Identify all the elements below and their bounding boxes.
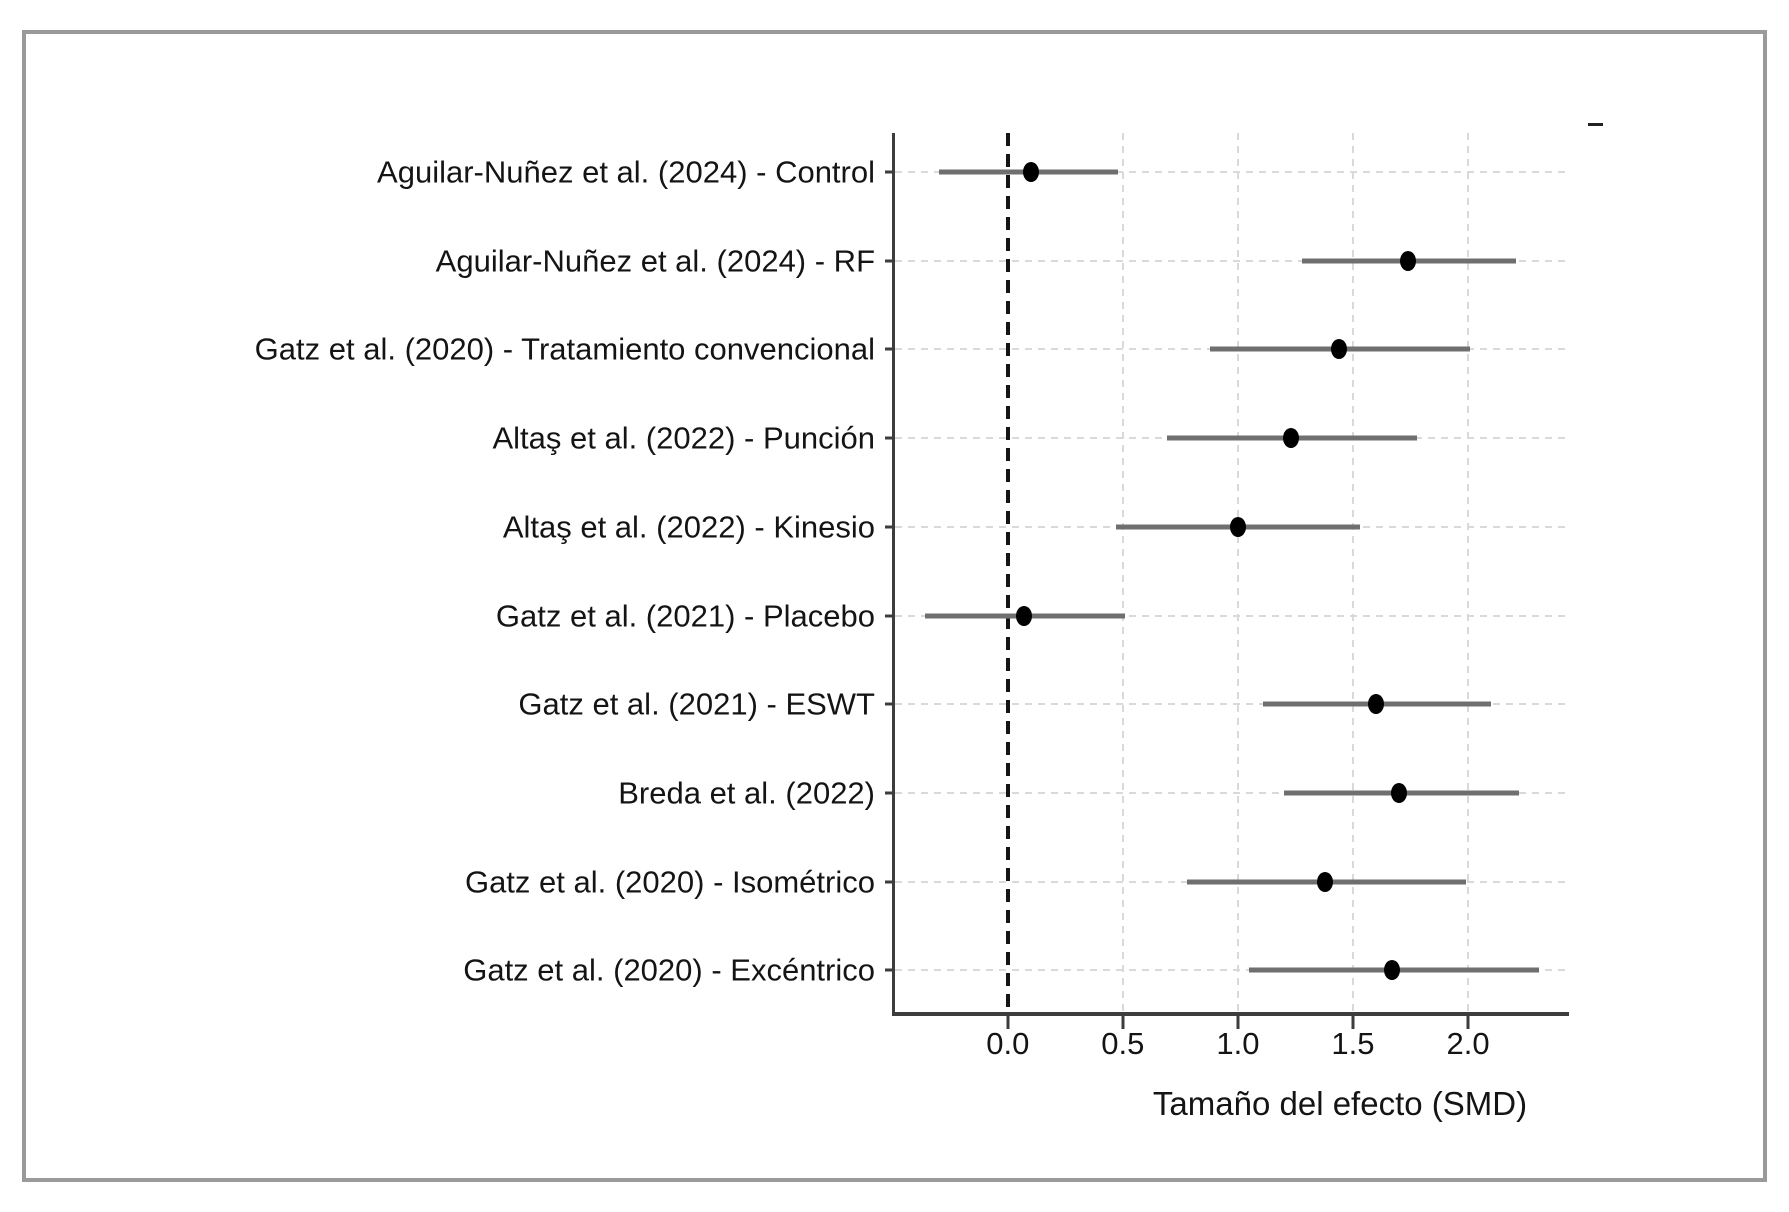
effect-size-dot [1229,516,1246,537]
row-gridline [895,791,1567,794]
study-label: Aguilar-Nuñez et al. (2024) - Control [377,154,875,190]
y-axis-tick [885,259,895,263]
study-label: Gatz et al. (2020) - Excéntrico [463,952,875,988]
row-gridline [895,614,1567,617]
row-gridline [895,703,1567,706]
study-label: Gatz et al. (2020) - Isométrico [464,864,875,900]
effect-size-dot [1022,162,1039,182]
y-axis-tick [885,347,895,351]
x-axis-tick [1351,1016,1355,1029]
study-label: Gatz et al. (2021) - ESWT [518,686,875,722]
x-tick-label: 0.5 [1101,1026,1145,1061]
y-axis-tick [885,880,895,884]
vertical-gridline [1236,133,1239,1012]
y-axis-tick [885,614,895,617]
study-label: Breda et al. (2022) [618,775,875,811]
x-axis-tick [1466,1016,1470,1029]
effect-size-dot [1384,960,1401,981]
study-label: Altaş et al. (2022) - Kinesio [502,509,875,545]
zero-reference-line [1005,133,1010,1012]
effect-size-dot [1391,782,1407,803]
study-label: Gatz et al. (2020) - Tratamiento convenc… [254,331,875,367]
y-axis-line [892,133,895,1012]
row-gridline [895,171,1567,173]
x-axis-line [892,1012,1569,1016]
vertical-gridline [1121,133,1124,1012]
x-axis-tick [1236,1016,1240,1029]
x-tick-label: 1.5 [1331,1026,1375,1061]
effect-size-dot [1400,250,1417,271]
effect-size-dot [1331,339,1348,360]
stray-mark [1588,123,1603,126]
effect-size-dot [1367,694,1384,715]
effect-size-dot [1015,605,1032,626]
y-axis-tick [885,170,895,174]
vertical-gridline [1467,133,1470,1012]
row-gridline [895,259,1567,262]
x-tick-label: 2.0 [1446,1026,1490,1061]
study-label: Gatz et al. (2021) - Placebo [495,598,875,633]
x-axis-title: Tamaño del efecto (SMD) [1152,1085,1528,1122]
y-axis-tick [885,436,895,440]
y-axis-tick [885,791,895,795]
effect-size-dot [1317,871,1334,892]
study-label: Altaş et al. (2022) - Punción [492,420,875,456]
x-axis-tick [1121,1016,1125,1029]
vertical-gridline [1351,133,1354,1012]
x-tick-label: 0.0 [986,1026,1030,1061]
y-axis-tick [885,702,895,706]
x-tick-label: 1.0 [1216,1026,1260,1061]
study-label: Aguilar-Nuñez et al. (2024) - RF [435,243,875,279]
y-axis-tick [885,525,895,529]
y-axis-tick [885,968,895,972]
effect-size-dot [1282,428,1299,449]
row-gridline [895,969,1567,972]
x-axis-tick [1006,1016,1010,1029]
